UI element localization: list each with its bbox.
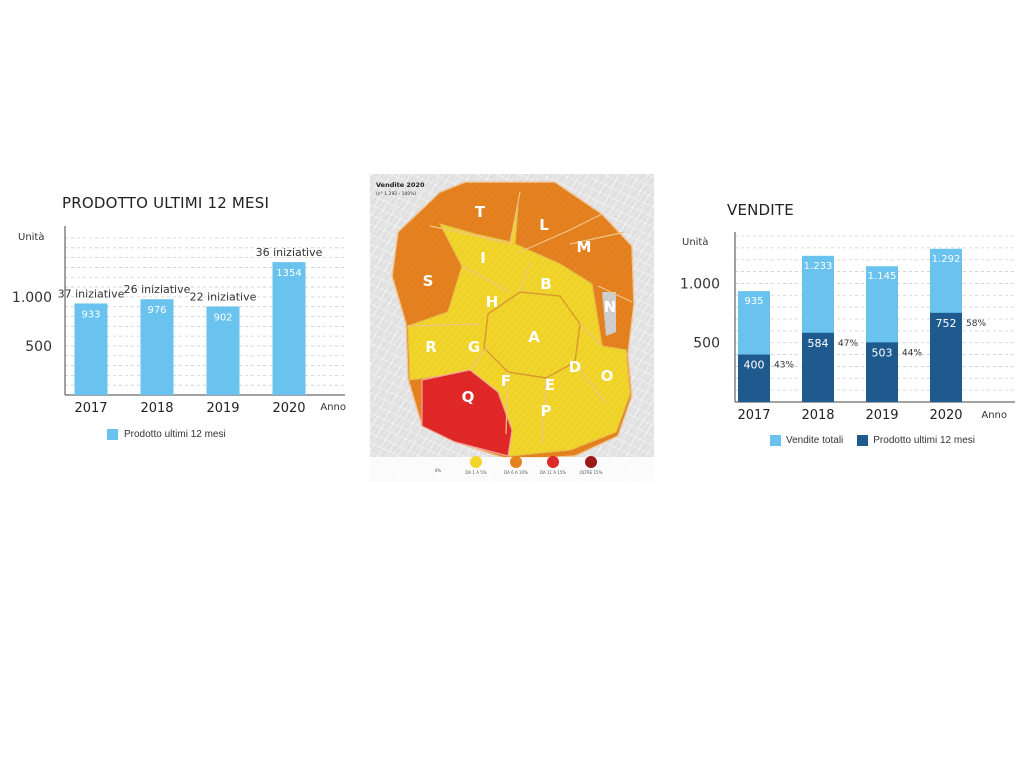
x-tick-label: 2017 — [737, 408, 770, 423]
bar-value-label-prodotto: 752 — [936, 317, 957, 330]
bar-value-label-vendite: 1.233 — [804, 261, 833, 272]
y-tick-label: 500 — [693, 336, 720, 352]
y-tick-label: 1.000 — [680, 276, 720, 292]
map-legend-label-1: DA 1 A 5% — [465, 470, 486, 475]
legend-item-vendite: Vendite totali — [770, 435, 843, 446]
map-legend: 0% DA 1 A 5% DA 6 A 10% DA 11 A 15% OLTR… — [370, 456, 654, 482]
bar-value-label: 902 — [213, 312, 232, 323]
right-bar-chart: Unità Anno 500 1.000 935 400 43% 2017 1.233 584 47… — [680, 232, 1015, 423]
y-tick-label: 1.000 — [12, 290, 52, 306]
bar-value-label: 933 — [81, 309, 100, 320]
milan-sales-map: Vendite 2020 (n° 1.292 - 100%) T L M I S… — [370, 174, 654, 482]
zone-label-o: O — [601, 367, 614, 385]
x-tick-label: 2019 — [206, 401, 239, 416]
iniziative-annotation: 22 iniziative — [190, 290, 257, 303]
zone-label-f: F — [501, 372, 511, 390]
y-axis-label: Unità — [682, 236, 708, 248]
y-axis-label: Unità — [18, 231, 44, 243]
left-chart-title: PRODOTTO ULTIMI 12 MESI — [62, 194, 270, 212]
bar-value-label-prodotto: 584 — [808, 337, 829, 350]
right-chart-panel: VENDITE Unità Anno 500 1.000 935 400 43% 2017 1.… — [660, 0, 1024, 470]
bar-value-label-vendite: 1.292 — [932, 254, 961, 265]
x-tick-label: 2020 — [272, 401, 305, 416]
iniziative-annotation: 36 iniziative — [256, 246, 323, 259]
percent-label: 58% — [966, 319, 986, 329]
legend-label-prodotto: Prodotto ultimi 12 mesi — [124, 429, 226, 440]
bar-value-label-prodotto: 400 — [744, 359, 765, 372]
zone-label-h: H — [486, 293, 499, 311]
bar-prodotto-ultimi-12-mesi — [866, 342, 898, 402]
bar-value-label: 1354 — [276, 268, 301, 279]
x-axis-label: Anno — [981, 410, 1007, 421]
map-legend-dot-red — [547, 456, 559, 468]
zone-label-b: B — [540, 275, 551, 293]
bar-value-label-vendite: 1.145 — [868, 271, 897, 282]
zone-label-a: A — [528, 328, 540, 346]
percent-label: 44% — [902, 348, 922, 358]
x-axis-label: Anno — [320, 402, 346, 413]
map-title: Vendite 2020 — [376, 181, 425, 189]
x-tick-label: 2017 — [74, 401, 107, 416]
iniziative-annotation: 37 iniziative — [58, 287, 125, 300]
legend-swatch-vendite — [770, 435, 781, 446]
zone-label-q: Q — [462, 388, 475, 406]
map-legend-dot-orange — [510, 456, 522, 468]
x-tick-label: 2018 — [801, 408, 834, 423]
map-legend-label-4: OLTRE 15% — [580, 470, 603, 475]
zone-label-g: G — [468, 338, 480, 356]
bar-prodotto-ultimi-12-mesi — [738, 354, 770, 402]
bar-prodotto — [272, 262, 306, 395]
zone-label-s: S — [423, 272, 434, 290]
legend-label-vendite: Vendite totali — [786, 435, 844, 446]
map-legend-label-2: DA 6 A 10% — [504, 470, 528, 475]
bar-prodotto-ultimi-12-mesi — [930, 312, 962, 402]
zone-label-l: L — [539, 216, 549, 234]
zone-label-t: T — [475, 203, 486, 221]
zone-label-e: E — [545, 376, 555, 394]
zone-label-d: D — [569, 358, 581, 376]
zone-label-i: I — [480, 249, 486, 267]
left-chart-legend: Prodotto ultimi 12 mesi — [107, 429, 226, 440]
zone-label-m: M — [577, 238, 592, 256]
bar-prodotto — [74, 303, 108, 395]
legend-swatch-prodotto — [107, 429, 118, 440]
x-tick-label: 2019 — [865, 408, 898, 423]
bar-value-label-prodotto: 503 — [872, 346, 893, 359]
bar-value-label: 976 — [147, 305, 166, 316]
x-tick-label: 2020 — [929, 408, 962, 423]
bar-prodotto — [140, 299, 174, 395]
map-subtitle: (n° 1.292 - 100%) — [376, 191, 417, 197]
legend-item-prodotto: Prodotto ultimi 12 mesi — [857, 435, 975, 446]
bar-prodotto-ultimi-12-mesi — [802, 332, 834, 402]
percent-label: 43% — [774, 361, 794, 371]
map-texture — [370, 174, 654, 482]
map-svg: Vendite 2020 (n° 1.292 - 100%) T L M I S… — [370, 174, 654, 482]
right-chart-legend: Vendite totali Prodotto ultimi 12 mesi — [770, 435, 975, 446]
zone-label-r: R — [425, 338, 437, 356]
iniziative-annotation: 26 iniziative — [124, 283, 191, 296]
map-legend-label-0: 0% — [435, 468, 442, 473]
x-tick-label: 2018 — [140, 401, 173, 416]
bar-value-label-vendite: 935 — [744, 296, 763, 307]
zone-label-p: P — [541, 402, 552, 420]
map-legend-dot-darkred — [585, 456, 597, 468]
zone-letters: T L M I S B N H A R G D O F E Q P — [423, 203, 617, 420]
percent-label: 47% — [838, 339, 858, 349]
map-legend-dot-yellow — [470, 456, 482, 468]
map-legend-label-3: DA 11 A 15% — [540, 470, 566, 475]
legend-swatch-prodotto-dark — [857, 435, 869, 446]
right-chart-title: VENDITE — [727, 201, 794, 219]
legend-label-prodotto-dark: Prodotto ultimi 12 mesi — [873, 435, 975, 446]
y-tick-label: 500 — [25, 339, 52, 355]
bar-prodotto — [206, 306, 240, 395]
left-chart-panel: PRODOTTO ULTIMI 12 MESI Unità Anno 500 1.00… — [0, 0, 360, 460]
zone-label-n: N — [604, 298, 617, 316]
left-bar-chart: Unità Anno 500 1.000 933 37 iniziative 2017 976… — [12, 226, 346, 416]
